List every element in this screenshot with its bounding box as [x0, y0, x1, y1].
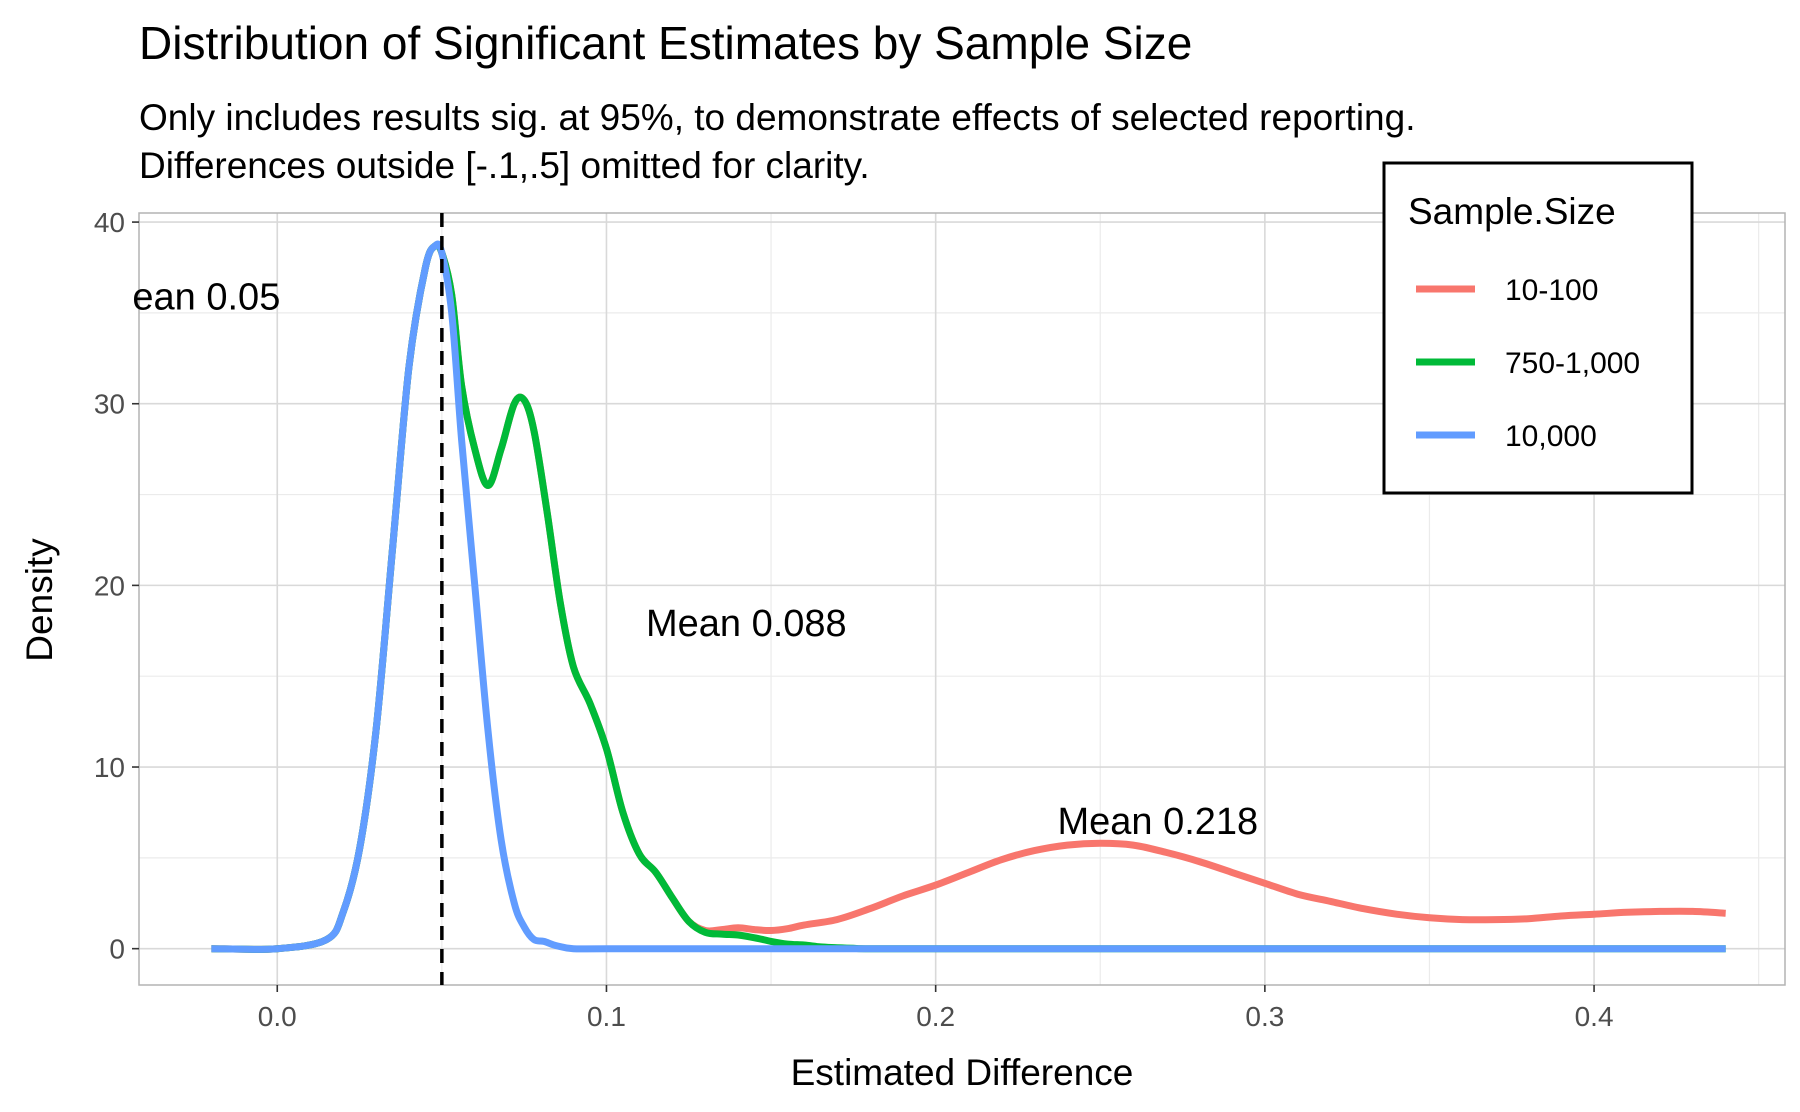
mean-annotation-2: Mean 0.218: [1057, 801, 1258, 843]
series-lines: [211, 240, 1726, 953]
y-tick-label: 40: [94, 207, 125, 238]
legend-title: Sample.Size: [1408, 191, 1616, 232]
mean-annotation-1: Mean 0.088: [646, 603, 847, 645]
series-line-2: [211, 240, 1726, 953]
mean-annotation-0: ean 0.05: [132, 276, 280, 318]
chart-subtitle-line-2: Differences outside [-.1,.5] omitted for…: [139, 145, 870, 186]
x-tick-label: 0.2: [916, 1001, 955, 1032]
legend-label-0: 10-100: [1505, 274, 1598, 307]
legend-items: 10-100 750-1,000 10,000: [1416, 274, 1640, 453]
y-axis-ticks: 0 10 20 30 40: [94, 207, 139, 965]
legend-label-1: 750-1,000: [1505, 347, 1640, 380]
x-axis-ticks: 0.0 0.1 0.2 0.3 0.4: [258, 985, 1614, 1032]
mean-annotations: ean 0.05 Mean 0.088 Mean 0.218: [132, 276, 1258, 843]
x-tick-label: 0.3: [1245, 1001, 1284, 1032]
chart-title: Distribution of Significant Estimates by…: [139, 17, 1192, 69]
y-tick-label: 20: [94, 570, 125, 601]
plot-panel-border: [138, 212, 1786, 986]
x-tick-label: 0.4: [1575, 1001, 1614, 1032]
legend-label-2: 10,000: [1505, 420, 1597, 453]
major-gridlines: [139, 213, 1785, 985]
y-tick-label: 30: [94, 389, 125, 420]
x-axis-title: Estimated Difference: [791, 1052, 1134, 1093]
legend: Sample.Size 10-100 750-1,000 10,000: [1382, 161, 1694, 495]
chart-subtitle-line-1: Only includes results sig. at 95%, to de…: [139, 97, 1415, 138]
y-axis-title: Density: [19, 538, 60, 662]
x-tick-label: 0.0: [258, 1001, 297, 1032]
y-tick-label: 0: [109, 934, 125, 965]
x-tick-label: 0.1: [587, 1001, 626, 1032]
y-tick-label: 10: [94, 752, 125, 783]
